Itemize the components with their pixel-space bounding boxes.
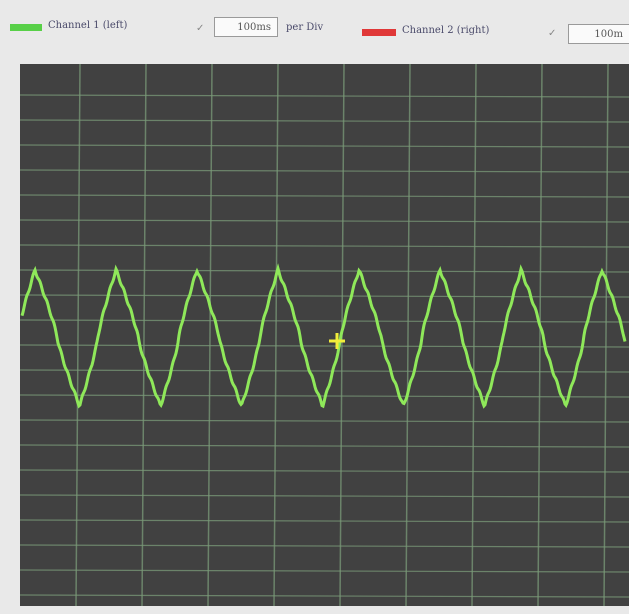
oscilloscope-window: Channel 1 (left) ✓ 100ms per Div Channel…: [0, 0, 629, 614]
scope-display: [0, 0, 629, 614]
